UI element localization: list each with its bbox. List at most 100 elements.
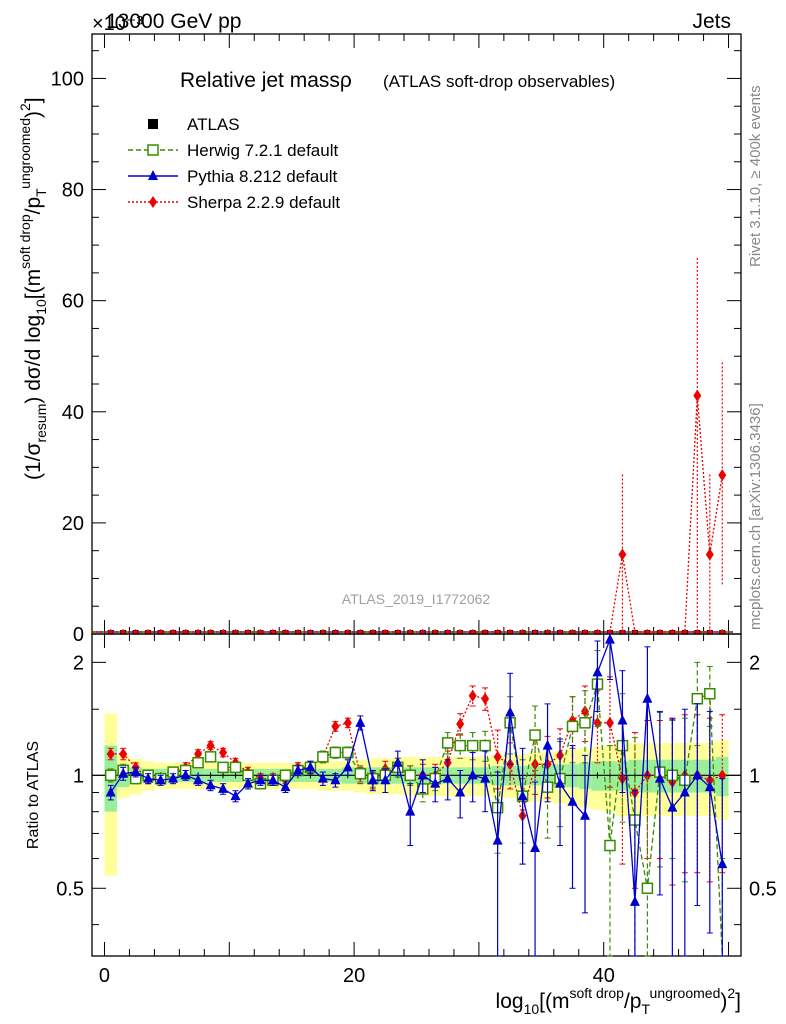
ratio-point xyxy=(555,777,566,788)
ratio-tick-label-left: 0.5 xyxy=(56,878,84,900)
scale-exponent: ×10⁻³ xyxy=(92,13,143,35)
ratio-point xyxy=(329,746,342,759)
ratio-point xyxy=(566,720,579,733)
ratio-point xyxy=(692,769,703,780)
ratio-point xyxy=(229,761,242,774)
ratio-point xyxy=(479,739,491,752)
main-y-tick-label: 80 xyxy=(62,180,84,202)
ratio-point xyxy=(105,786,116,797)
ratio-point xyxy=(505,706,516,717)
ratio-point xyxy=(604,633,615,644)
ratio-point xyxy=(205,779,216,790)
ratio-point xyxy=(330,774,341,785)
ratio-point xyxy=(354,767,367,780)
ratio-point xyxy=(218,782,229,793)
sherpa-spike-point xyxy=(718,469,727,482)
ratio-y-label: Ratio to ATLAS xyxy=(25,741,42,849)
x-tick-label: 0 xyxy=(99,965,110,987)
ratio-point xyxy=(592,666,603,677)
ratio-point xyxy=(219,746,228,759)
ratio-point xyxy=(468,689,477,702)
ratio-tick-label-left: 1 xyxy=(73,765,84,787)
ratio-point xyxy=(292,764,303,775)
ratio-point xyxy=(492,834,503,845)
x-tick-label: 20 xyxy=(343,965,365,987)
ratio-point xyxy=(679,786,690,797)
ratio-point xyxy=(605,716,614,729)
ratio-panel: 0.5 0.5 1 1 2 2 Ratio to ATLAS 0 20 40 log10[(m… xyxy=(25,633,777,1017)
legend-marker xyxy=(148,170,158,180)
legend-marker xyxy=(149,196,157,208)
legend-item: Pythia 8.212 default xyxy=(128,167,338,186)
ratio-point xyxy=(454,739,466,752)
ratio-point xyxy=(530,842,541,853)
ratio-series xyxy=(104,633,728,957)
ratio-point xyxy=(155,774,166,785)
ratio-point xyxy=(206,739,215,752)
ratio-point xyxy=(455,786,466,797)
ratio-point xyxy=(192,757,204,769)
ratio-point xyxy=(604,839,616,852)
ratio-point xyxy=(355,716,366,727)
ratio-point xyxy=(217,761,229,774)
ratio-point xyxy=(317,772,328,783)
ratio-point xyxy=(417,769,428,780)
main-spikes xyxy=(92,257,733,635)
ratio-point xyxy=(529,729,541,741)
legend-item: ATLAS xyxy=(148,115,240,134)
rivet-label: Rivet 3.1.10, ≥ 400k events xyxy=(747,85,764,267)
legend-label: Sherpa 2.2.9 default xyxy=(187,193,340,212)
ratio-point xyxy=(691,692,704,705)
ratio-line xyxy=(110,683,723,957)
ratio-point xyxy=(204,751,217,763)
ratio-point xyxy=(641,882,654,895)
ratio-line xyxy=(110,694,723,816)
ratio-point xyxy=(194,747,203,760)
sherpa-spike-point xyxy=(705,548,714,561)
ratio-point xyxy=(481,692,490,705)
process-label: Jets xyxy=(692,10,731,33)
ratio-frame xyxy=(91,633,742,957)
ratio-point xyxy=(441,737,454,749)
ratio-point xyxy=(143,772,154,783)
ratio-point xyxy=(493,750,502,763)
ratio-point xyxy=(343,716,352,729)
ratio-point xyxy=(704,687,716,700)
mcplots-label: mcplots.cern.ch [arXiv:1306.3436] xyxy=(747,403,764,630)
legend-marker xyxy=(148,119,158,129)
ratio-point xyxy=(567,795,578,806)
ratio-point xyxy=(130,766,141,777)
x-tick-label: 40 xyxy=(593,965,615,987)
ratio-point xyxy=(193,774,204,785)
ratio-point xyxy=(305,761,316,772)
sherpa-spike-point xyxy=(693,389,702,402)
ratio-point xyxy=(331,720,340,733)
ratio-series-herwig xyxy=(104,650,726,957)
ratio-point xyxy=(466,739,479,752)
ratio-point xyxy=(342,746,354,759)
main-y-tick-label: 100 xyxy=(51,68,84,90)
ratio-y-ticks: 0.5 0.5 1 1 2 2 xyxy=(56,652,777,926)
main-y-tick-label: 0 xyxy=(73,624,84,646)
ratio-point xyxy=(642,692,653,703)
ratio-point xyxy=(629,895,640,906)
ratio-point xyxy=(243,777,254,788)
legend-marker xyxy=(147,144,159,156)
ratio-point xyxy=(255,774,266,785)
ratio-point xyxy=(180,769,191,780)
ratio-point xyxy=(380,774,391,785)
main-y-tick-label: 20 xyxy=(62,513,84,535)
y-axis-label: (1/σresum) dσ/d log10[(msoft drop/pTungr… xyxy=(17,97,49,480)
ratio-point xyxy=(104,769,117,782)
plot-subtitle: (ATLAS soft-drop observables) xyxy=(383,72,615,91)
energy-label: 13000 GeV pp xyxy=(106,10,241,33)
ratio-point xyxy=(280,781,291,792)
ratio-point xyxy=(119,747,128,760)
ratio-point xyxy=(456,718,465,731)
ratio-tick-label-right: 0.5 xyxy=(749,878,777,900)
ratio-point xyxy=(579,809,590,820)
legend-item: Herwig 7.2.1 default xyxy=(128,141,338,160)
ratio-tick-label-right: 1 xyxy=(749,765,760,787)
ratio-point xyxy=(442,772,453,783)
